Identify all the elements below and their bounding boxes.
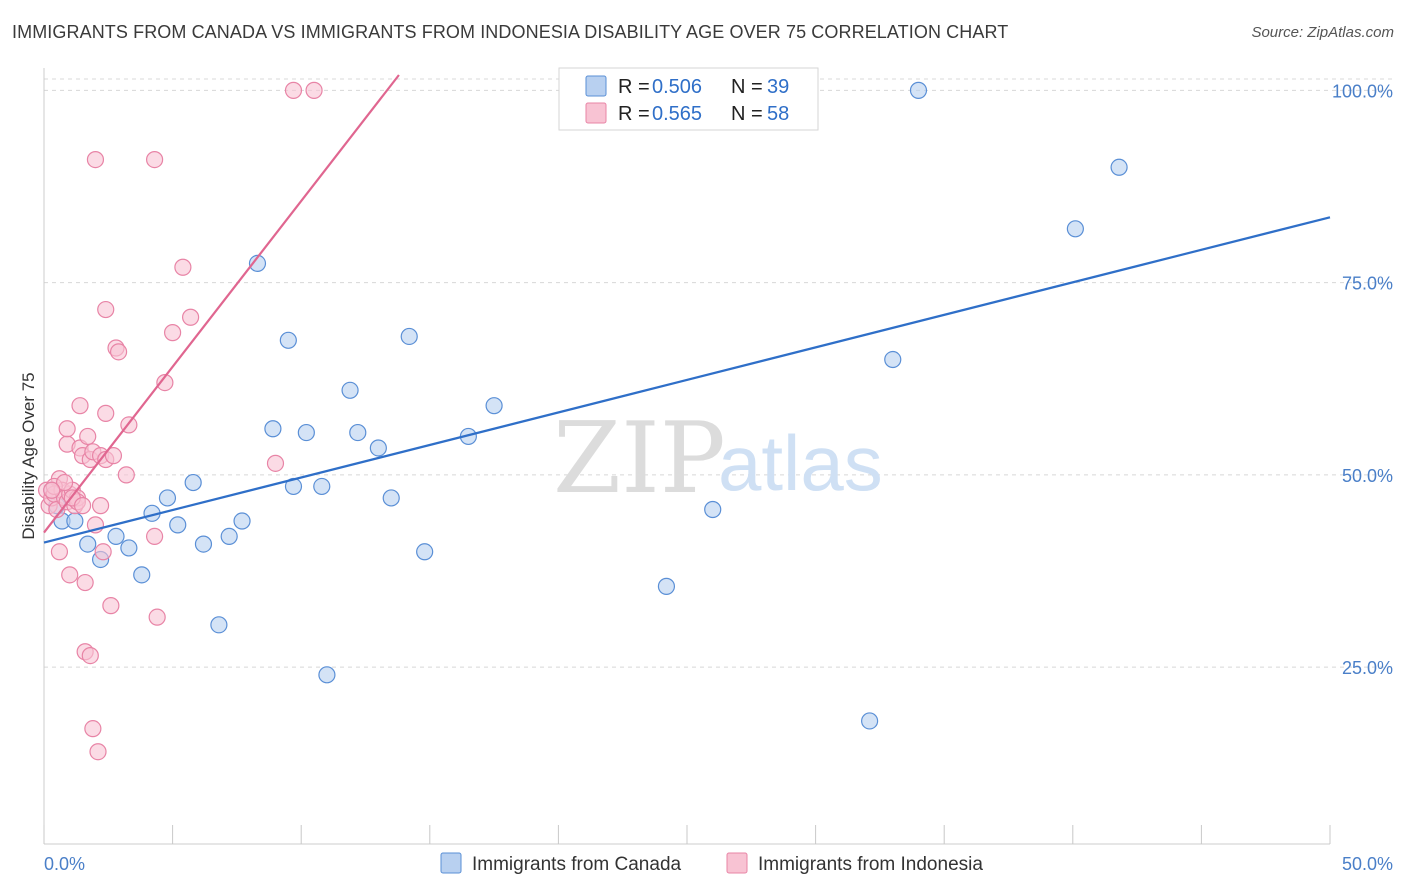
bottom-legend-label-indonesia: Immigrants from Indonesia bbox=[758, 854, 983, 875]
y-axis-title: Disability Age Over 75 bbox=[19, 372, 38, 539]
canada-point bbox=[416, 543, 434, 561]
legend-n-value-canada: 39 bbox=[767, 76, 789, 98]
x-tick-label-max: 50.0% bbox=[1342, 854, 1393, 874]
legend-r-label-indonesia: R = bbox=[618, 103, 650, 125]
indonesia-point bbox=[109, 343, 128, 361]
indonesia-point bbox=[84, 720, 102, 738]
legend-swatch-canada bbox=[585, 75, 607, 97]
y-tick-label-75: 75.0% bbox=[1342, 274, 1393, 294]
legend-box: R = 0.506 N = 39 R = 0.565 N = 58 bbox=[558, 67, 819, 131]
watermark-atlas: atlas bbox=[718, 419, 883, 507]
indonesia-point bbox=[102, 597, 120, 615]
canada-point bbox=[909, 81, 928, 99]
canada-point bbox=[184, 473, 202, 492]
canada-point bbox=[158, 489, 177, 507]
canada-point bbox=[248, 254, 267, 273]
indonesia-point bbox=[284, 81, 303, 99]
canada-point bbox=[1110, 158, 1128, 176]
watermark-zip: ZIP bbox=[553, 402, 726, 516]
chart-title: IMMIGRANTS FROM CANADA VS IMMIGRANTS FRO… bbox=[12, 22, 1009, 42]
canada-point bbox=[107, 527, 125, 546]
canada-point bbox=[79, 535, 97, 553]
axes-layer bbox=[43, 68, 1331, 845]
canada-point bbox=[220, 527, 238, 546]
legend-r-label-canada: R = bbox=[618, 76, 650, 98]
indonesia-point bbox=[61, 566, 79, 584]
indonesia-point bbox=[97, 404, 115, 422]
indonesia-point bbox=[94, 543, 112, 561]
indonesia-point bbox=[266, 454, 285, 472]
canada-trend-line bbox=[43, 216, 1331, 544]
legend-n-label-canada: N = bbox=[731, 76, 763, 98]
canada-point bbox=[313, 477, 331, 496]
canada-point bbox=[318, 666, 336, 684]
indonesia-point bbox=[86, 150, 105, 169]
legend-n-label-indonesia: N = bbox=[731, 103, 763, 125]
indonesia-point bbox=[164, 324, 182, 342]
canada-point bbox=[264, 420, 282, 438]
bottom-legend-swatch-indonesia bbox=[726, 852, 748, 874]
legend-swatch-indonesia bbox=[585, 102, 607, 124]
y-tick-label-50: 50.0% bbox=[1342, 466, 1393, 486]
canada-point bbox=[341, 381, 359, 399]
canada-point bbox=[861, 712, 879, 730]
canada-point bbox=[210, 616, 228, 634]
canada-point bbox=[382, 489, 400, 507]
trend-layer bbox=[43, 74, 1331, 544]
indonesia-point bbox=[156, 374, 174, 392]
legend-r-value-canada: 0.506 bbox=[652, 76, 702, 98]
indonesia-point bbox=[145, 150, 164, 169]
indonesia-point bbox=[50, 543, 69, 561]
canada-point bbox=[1066, 220, 1084, 238]
indonesia-point bbox=[182, 308, 200, 326]
indonesia-point bbox=[91, 497, 110, 515]
canada-point bbox=[485, 397, 503, 415]
indonesia-point bbox=[104, 447, 123, 465]
x-tick-label-min: 0.0% bbox=[44, 854, 85, 874]
canada-point bbox=[349, 423, 367, 442]
canada-point bbox=[169, 516, 187, 534]
y-tick-label-100: 100.0% bbox=[1332, 81, 1393, 101]
canada-point bbox=[297, 423, 315, 442]
indonesia-point bbox=[145, 527, 164, 546]
indonesia-point bbox=[73, 497, 92, 515]
indonesia-point bbox=[97, 300, 115, 319]
y-tick-label-25: 25.0% bbox=[1342, 658, 1393, 678]
watermark: ZIP atlas bbox=[553, 402, 883, 516]
canada-point bbox=[369, 439, 387, 457]
indonesia-point bbox=[58, 420, 76, 438]
bottom-legend-swatch-canada bbox=[440, 852, 462, 874]
indonesia-point bbox=[89, 743, 107, 761]
bottom-legend-label-canada: Immigrants from Canada bbox=[472, 854, 682, 875]
indonesia-point bbox=[71, 397, 89, 415]
canada-point bbox=[233, 512, 251, 530]
indonesia-point bbox=[55, 473, 74, 492]
canada-point bbox=[66, 512, 84, 530]
indonesia-point bbox=[81, 646, 99, 665]
legend-n-value-indonesia: 58 bbox=[767, 103, 789, 125]
canada-point bbox=[279, 331, 297, 349]
canada-point bbox=[120, 539, 138, 557]
indonesia-point bbox=[305, 81, 323, 99]
canada-point bbox=[884, 350, 902, 369]
bottom-legend: Immigrants from Canada Immigrants from I… bbox=[440, 852, 983, 875]
canada-point bbox=[133, 566, 151, 584]
canada-point bbox=[704, 500, 722, 519]
indonesia-point bbox=[117, 466, 135, 484]
indonesia-point bbox=[174, 258, 192, 276]
canada-point bbox=[400, 327, 418, 346]
y-tick-labels: 25.0% 50.0% 75.0% 100.0% bbox=[1332, 81, 1393, 678]
legend-r-value-indonesia: 0.565 bbox=[652, 103, 702, 125]
canada-point bbox=[194, 535, 213, 553]
indonesia-point bbox=[43, 481, 61, 499]
indonesia-trend-line bbox=[43, 74, 400, 534]
canada-point bbox=[657, 577, 676, 595]
chart-source: Source: ZipAtlas.com bbox=[1251, 24, 1394, 41]
points-layer bbox=[37, 81, 1128, 761]
indonesia-point bbox=[79, 427, 97, 446]
indonesia-point bbox=[148, 608, 166, 626]
indonesia-point bbox=[76, 573, 94, 592]
